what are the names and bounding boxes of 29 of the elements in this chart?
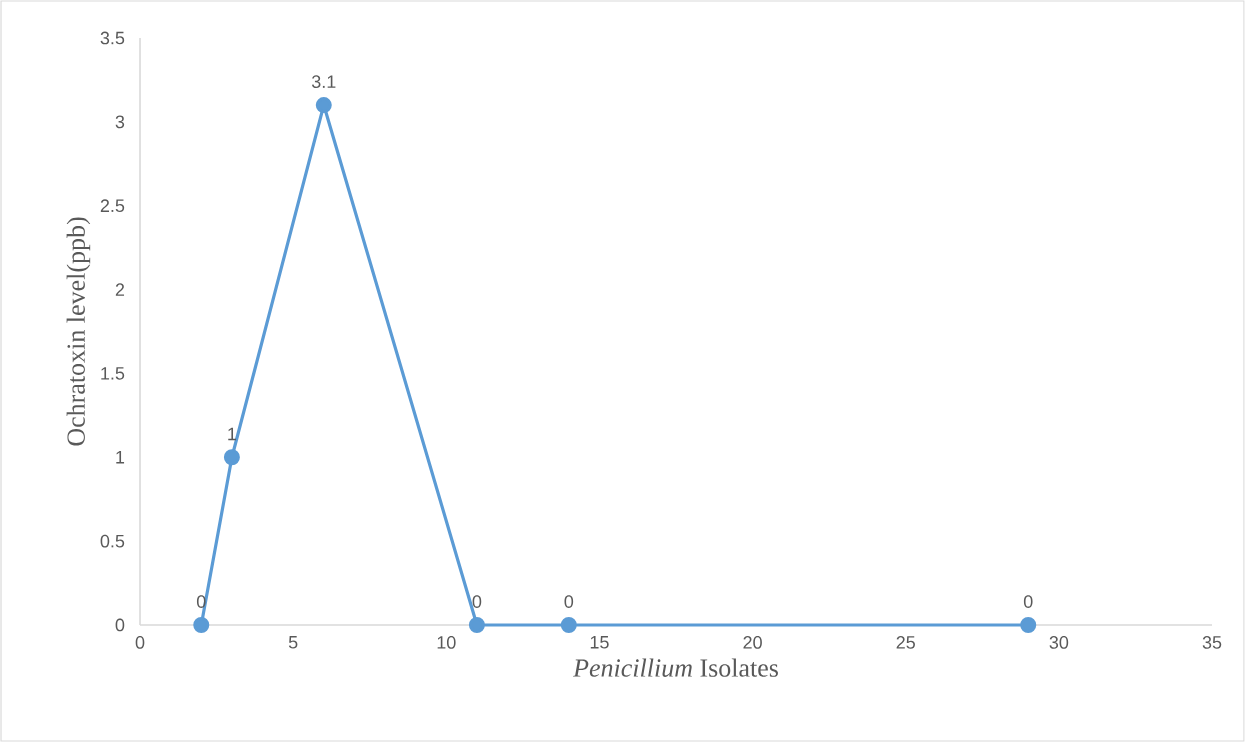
point (468, 616, 485, 633)
y-tick-label: 2.5 (100, 199, 125, 213)
y-tick-label: 2 (115, 283, 125, 296)
data-label: 0 (472, 595, 482, 608)
point (223, 449, 240, 466)
y-tick-label: 0.5 (100, 534, 125, 548)
point (560, 616, 577, 633)
x-tick-label: 25 (896, 636, 915, 649)
data-label: 0 (1023, 595, 1033, 608)
data-label: 0 (564, 595, 574, 608)
y-tick-label: 3.5 (100, 31, 125, 45)
x-tick-label: 15 (590, 636, 609, 649)
point (315, 97, 332, 114)
point (193, 616, 210, 633)
y-tick-label: 0 (115, 618, 125, 632)
x-tick-label: 20 (743, 636, 762, 649)
data-label: 3.1 (311, 75, 336, 89)
x-tick-label: 10 (437, 636, 456, 649)
y-tick-label: 3 (115, 115, 125, 129)
y-tick-label: 1 (116, 451, 125, 464)
x-tick-label: 5 (288, 636, 298, 649)
x-tick-label: 35 (1202, 636, 1222, 649)
x-tick-label: 30 (1049, 636, 1069, 649)
y-axis-title: Ochratoxin level(ppb) (66, 217, 91, 446)
x-axis-title: Penicillium Isolates (572, 658, 778, 677)
point (1020, 616, 1037, 633)
x-tick-label: 0 (135, 636, 145, 649)
y-tick-label: 1.5 (101, 367, 125, 380)
data-label: 1 (228, 427, 237, 441)
